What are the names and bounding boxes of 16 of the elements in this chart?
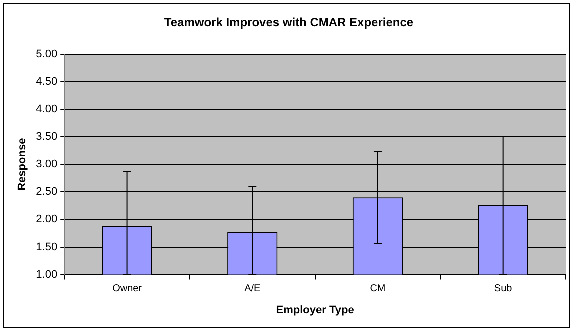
y-tick-label: 2.50 xyxy=(36,186,58,198)
y-tick-label: 2.00 xyxy=(36,214,58,226)
y-tick-label: 1.50 xyxy=(36,241,58,254)
y-tick-label: 3.50 xyxy=(36,131,58,144)
y-tick-label: 4.50 xyxy=(36,76,58,88)
y-axis-title: Response xyxy=(16,138,29,191)
y-tick-label: 3.00 xyxy=(36,158,58,171)
x-tick-label: Owner xyxy=(112,284,143,295)
y-tick-label: 5.00 xyxy=(36,48,58,60)
y-tick-label: 1.00 xyxy=(36,268,58,281)
x-tick-label: Sub xyxy=(494,284,513,295)
chart-title: Teamwork Improves with CMAR Experience xyxy=(164,16,414,30)
x-axis-title: Employer Type xyxy=(276,304,354,316)
y-tick-label: 4.00 xyxy=(36,104,58,116)
x-tick-label: CM xyxy=(370,284,386,295)
x-tick-label: A/E xyxy=(244,284,262,295)
